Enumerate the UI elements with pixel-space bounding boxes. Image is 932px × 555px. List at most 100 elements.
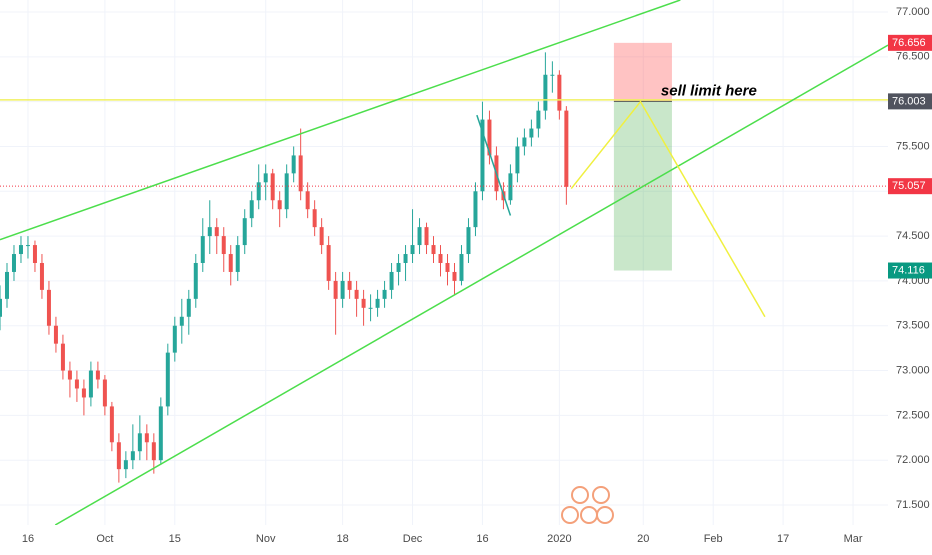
candle-body [32,245,37,263]
candle-body [375,298,380,308]
x-tick-label: Nov [256,533,276,545]
y-tick-label: 72.500 [896,409,930,421]
candle-body [214,227,219,237]
candle-body [557,74,562,111]
candle-body [25,245,30,247]
candle-body [347,280,352,290]
price-label: 74.116 [892,264,925,276]
candle-body [235,245,240,272]
candle-body [263,173,268,183]
candle-body [284,173,289,210]
candle-body [452,271,457,281]
x-tick-label: Oct [96,533,113,545]
candle-body [410,245,415,255]
candle-body [39,262,44,290]
candle-body [438,254,443,263]
icon [592,486,610,504]
y-tick-label: 71.500 [896,499,930,511]
y-tick-label: 73.000 [896,364,930,376]
candle-body [277,200,282,210]
candle-body [473,191,478,228]
candle-body [550,74,555,76]
candle-body [529,128,534,138]
candle-body [270,173,275,201]
candle-body [18,245,23,255]
x-tick-label: Dec [403,533,423,545]
candle-body [207,227,212,237]
x-tick-label: 16 [22,533,34,545]
candle-body [102,379,107,407]
candle-body [137,433,142,452]
y-tick-label: 72.000 [896,454,930,466]
candle-body [11,254,16,272]
candle-body [396,262,401,272]
trendline [0,0,681,241]
candle-body [123,460,128,470]
candle-body [298,155,303,192]
candle-body [193,262,198,299]
candle-body [186,298,191,317]
candle-body [431,245,436,255]
candle-body [403,254,408,263]
candle-body [151,442,156,461]
toolbar-icons [561,486,614,524]
y-tick-label: 74.500 [896,230,930,242]
icon [580,506,598,524]
x-tick-label: 15 [169,533,181,545]
icon [596,506,614,524]
candle-body [417,227,422,246]
candle-body [228,254,233,272]
candle-body [319,227,324,246]
price-label: 76.003 [892,95,926,107]
candle-body [221,236,226,255]
trendline [570,100,766,318]
candle-body [522,137,527,147]
candle-body [46,289,51,326]
candle-body [291,155,296,174]
candle-body [179,316,184,326]
candle-body [466,227,471,255]
candle-body [564,110,569,187]
candle-body [109,406,114,443]
candle-body [445,262,450,272]
candle-body [333,280,338,299]
candle-body [536,110,541,129]
candle-body [326,245,331,281]
candle-body [487,119,492,156]
candle-body [424,227,429,246]
y-tick-label: 77.000 [896,6,930,18]
candle-body [0,298,2,317]
candle-body [459,254,464,281]
trendline [54,44,888,525]
candle-body [158,406,163,461]
x-tick-label: 20 [637,533,649,545]
candle-body [368,307,373,309]
candle-body [53,325,58,344]
candle-body [515,146,520,174]
candle-body [389,271,394,290]
x-tick-label: Mar [844,533,863,545]
y-tick-label: 73.500 [896,320,930,332]
candle-body [116,442,121,470]
candle-body [508,173,513,201]
x-tick-label: Feb [704,533,723,545]
candle-body [242,218,247,246]
candle-body [4,271,9,299]
candle-body [354,289,359,299]
candle-body [543,74,548,111]
candle-body [67,370,72,380]
candle-body [361,298,366,308]
candle-body [81,388,86,398]
price-label-bg [888,34,932,51]
candle-body [480,119,485,192]
trendline [476,114,512,216]
y-tick-label: 75.500 [896,140,930,152]
candle-body [172,325,177,353]
candle-body [382,289,387,299]
candle-body [200,236,205,263]
icon [561,506,579,524]
candle-body [74,379,79,389]
candle-body [249,200,254,219]
stop-zone [613,42,672,102]
